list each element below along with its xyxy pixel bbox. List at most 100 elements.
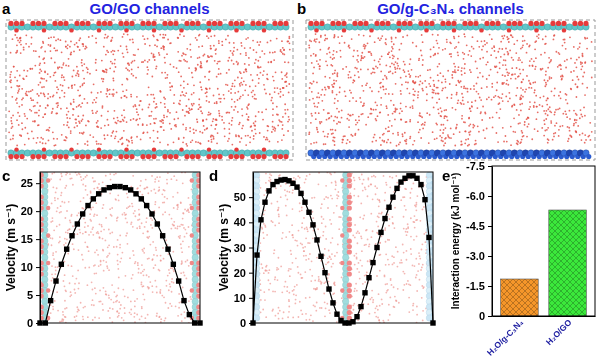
- water-molecule: [210, 48, 212, 50]
- water-molecule: [217, 88, 219, 90]
- water-molecule: [67, 44, 69, 46]
- water-molecule: [492, 116, 494, 118]
- water-molecule: [120, 45, 122, 47]
- water-molecule: [97, 126, 99, 128]
- oxygen-atom: [272, 21, 277, 26]
- water-molecule: [89, 134, 91, 136]
- water-molecule: [279, 88, 281, 90]
- water-molecule: [400, 119, 402, 121]
- water-molecule: [418, 58, 420, 60]
- water-molecule: [327, 136, 329, 138]
- water-molecule: [385, 76, 387, 78]
- water-molecule: [553, 95, 555, 97]
- oxygen-atom: [234, 147, 238, 151]
- water-molecule: [28, 91, 30, 93]
- oxygen-atom: [234, 21, 239, 26]
- water-molecule: [414, 82, 416, 84]
- panel-border: [6, 20, 293, 160]
- water-molecule: [177, 37, 179, 39]
- water-molecule: [265, 108, 267, 110]
- water-molecule: [136, 136, 138, 138]
- oxygen-atom: [8, 21, 13, 26]
- oxygen-atom: [162, 21, 167, 26]
- water-molecule: [467, 101, 469, 103]
- water-molecule: [432, 131, 434, 133]
- water-molecule: [212, 120, 214, 122]
- water-molecule: [554, 125, 556, 127]
- water-molecule: [241, 127, 243, 129]
- water-molecule: [404, 71, 406, 73]
- water-molecule: [266, 137, 268, 139]
- water-molecule: [545, 82, 547, 84]
- water-molecule: [517, 143, 519, 145]
- water-molecule: [211, 141, 213, 143]
- water-molecule: [528, 46, 530, 48]
- water-molecule: [486, 51, 488, 53]
- water-molecule: [93, 83, 95, 85]
- water-molecule: [126, 49, 128, 51]
- water-molecule: [353, 79, 355, 81]
- water-molecule: [209, 70, 211, 72]
- water-molecule: [417, 121, 419, 123]
- water-molecule: [559, 126, 561, 128]
- water-molecule: [265, 139, 267, 141]
- water-molecule: [237, 99, 239, 101]
- water-molecule: [238, 123, 240, 125]
- water-molecule: [201, 89, 203, 91]
- oxygen-atom: [217, 21, 222, 26]
- water-molecule: [258, 78, 260, 80]
- water-molecule: [66, 114, 68, 116]
- water-molecule: [106, 96, 108, 98]
- water-molecule: [528, 87, 530, 89]
- water-molecule: [153, 118, 155, 120]
- water-molecule: [289, 49, 291, 51]
- water-molecule: [463, 58, 465, 60]
- water-molecule: [444, 87, 446, 89]
- water-molecule: [134, 54, 136, 56]
- water-molecule: [161, 72, 163, 74]
- water-molecule: [42, 142, 44, 144]
- water-molecule: [503, 35, 505, 37]
- water-molecule: [95, 42, 97, 44]
- water-molecule: [334, 144, 336, 146]
- water-molecule: [508, 38, 510, 40]
- water-molecule: [463, 103, 465, 105]
- water-molecule: [348, 126, 350, 128]
- water-molecule: [144, 60, 146, 62]
- water-molecule: [244, 47, 246, 49]
- water-molecule: [518, 75, 520, 77]
- water-molecule: [501, 48, 503, 50]
- water-molecule: [114, 59, 116, 61]
- water-molecule: [396, 145, 398, 147]
- water-molecule: [354, 74, 356, 76]
- water-molecule: [418, 59, 420, 61]
- water-molecule: [469, 134, 471, 136]
- oxygen-atom: [168, 154, 173, 159]
- water-molecule: [218, 73, 220, 75]
- water-molecule: [114, 50, 116, 52]
- water-molecule: [242, 125, 244, 127]
- water-molecule: [288, 62, 290, 64]
- water-molecule: [216, 119, 218, 121]
- water-molecule: [471, 105, 473, 107]
- water-molecule: [23, 47, 25, 49]
- water-molecule: [575, 83, 577, 85]
- water-molecule: [433, 107, 435, 109]
- water-molecule: [131, 136, 133, 138]
- water-molecule: [104, 71, 106, 73]
- water-molecule: [358, 129, 360, 131]
- water-molecule: [496, 66, 498, 68]
- water-molecule: [403, 61, 405, 63]
- water-molecule: [547, 127, 549, 129]
- water-molecule: [148, 115, 150, 117]
- water-molecule: [21, 122, 23, 124]
- water-molecule: [39, 72, 41, 74]
- water-molecule: [472, 127, 474, 129]
- water-molecule: [313, 81, 315, 83]
- water-molecule: [183, 35, 185, 37]
- water-molecule: [213, 45, 215, 47]
- water-molecule: [141, 109, 143, 111]
- water-molecule: [71, 76, 73, 78]
- water-molecule: [19, 134, 21, 136]
- water-molecule: [48, 44, 50, 46]
